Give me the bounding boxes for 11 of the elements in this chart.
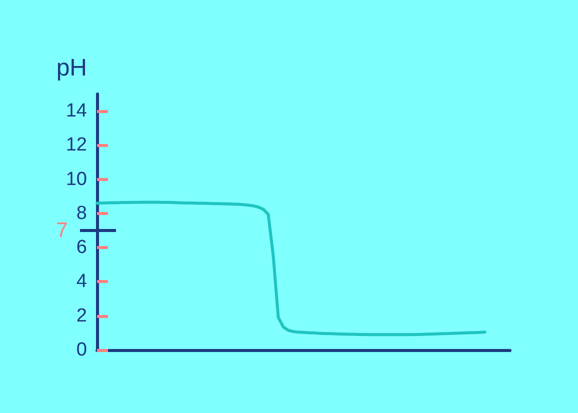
y-tick-label: 0 [76, 340, 87, 360]
y-tick-label: 14 [66, 100, 88, 122]
y-tick-label: 4 [76, 271, 88, 292]
y-tick-label: 12 [66, 134, 87, 156]
line-series [96, 200, 486, 336]
y-tick-label: 8 [76, 202, 87, 224]
y-tick-label: 6 [76, 237, 87, 258]
y-tick-label: 2 [76, 305, 87, 326]
ref-line-label: 7 [56, 219, 68, 242]
y-axis-title: pH [56, 54, 87, 82]
y-tick-label: 10 [66, 168, 87, 190]
